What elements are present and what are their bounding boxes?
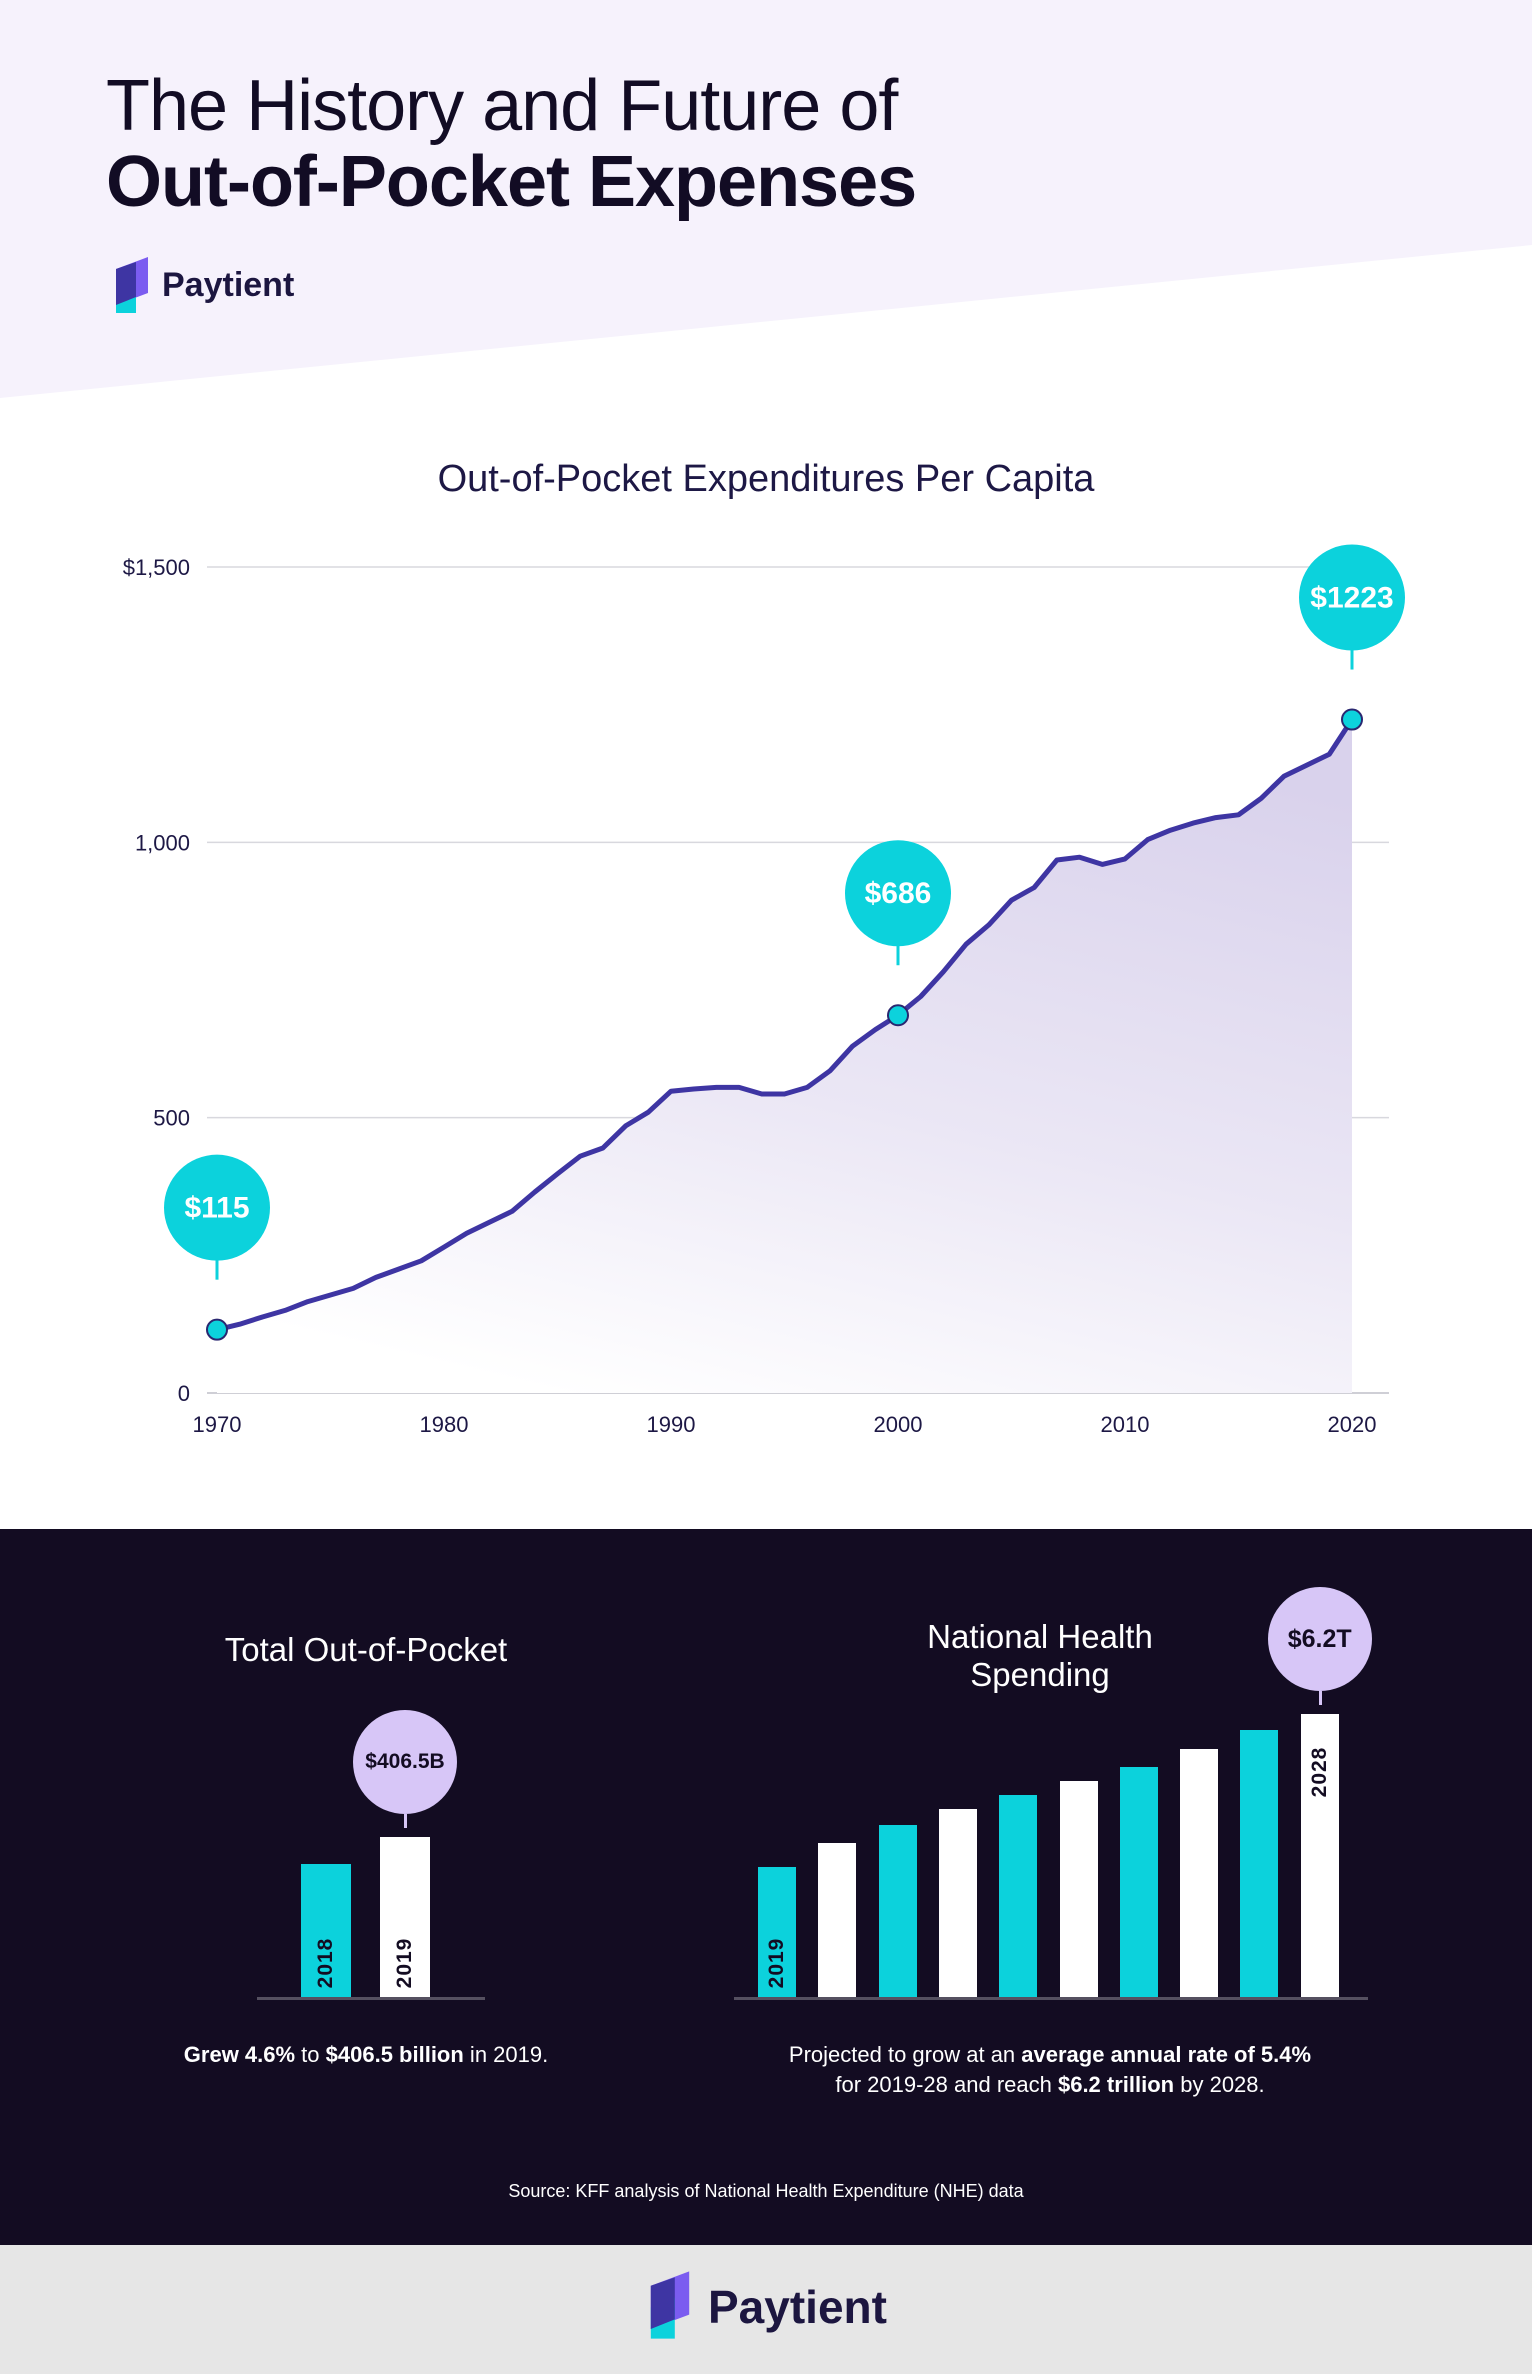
data-point — [1341, 708, 1363, 731]
bar-label: 2019 — [393, 1937, 416, 1989]
value-bubble: $6.2T — [1267, 1587, 1372, 1691]
paytient-logo-icon — [116, 257, 148, 313]
bar-label: 2028 — [1307, 1746, 1331, 1798]
annotation-bubble — [1299, 544, 1405, 651]
nhs-caption-line2: for 2019-28 and reach $6.2 trillion by 2… — [835, 2072, 1265, 2097]
bar-2019: 2019 — [758, 1866, 796, 1997]
footer-brand-name: Paytient — [708, 2281, 887, 2333]
x-tick-label: 1980 — [420, 1412, 469, 1437]
bar-2027 — [1240, 1729, 1279, 1997]
y-tick-label: $1,500 — [123, 555, 190, 580]
annotation-bubble — [164, 1154, 270, 1261]
bar-2021 — [878, 1824, 917, 1997]
nhs-bar-chart: 2019 2028 $6.2T — [734, 1587, 1372, 2000]
bar-2022 — [938, 1808, 977, 1997]
total-oop-bar-chart: 2018 2019 $406.5B — [257, 1600, 485, 2000]
x-tick-label: 2020 — [1328, 1412, 1377, 1437]
x-tick-label: 1970 — [193, 1412, 242, 1437]
nhs-title-line2: Spending — [970, 1656, 1110, 1693]
line-chart: 0 500 1,000 $1,500 1970 1980 1990 2000 2010 2020 $… — [123, 544, 1405, 1437]
footer — [0, 2245, 1532, 2374]
y-tick-label: 1,000 — [135, 830, 190, 855]
footer-logo-icon — [650, 2271, 690, 2339]
y-tick-label: 0 — [178, 1381, 190, 1406]
bar-2024 — [1059, 1780, 1098, 1997]
data-point — [206, 1318, 228, 1341]
bar-label: 2019 — [765, 1937, 788, 1989]
annotation-label: $115 — [184, 1192, 249, 1225]
x-tick-label: 2000 — [874, 1412, 923, 1437]
bubble-stem — [404, 1814, 407, 1828]
bar-label: 2018 — [314, 1937, 337, 1989]
bar-2020 — [818, 1842, 857, 1997]
bar-2025 — [1119, 1767, 1158, 1997]
bar-2026 — [1180, 1748, 1219, 1997]
nhs-title-line1: National Health — [927, 1618, 1153, 1655]
x-tick-label: 2010 — [1101, 1412, 1150, 1437]
bubble-stem — [1318, 1691, 1322, 1705]
annotation-label: $686 — [865, 877, 932, 910]
annotation-bubble — [845, 840, 951, 947]
page-title-line2: Out-of-Pocket Expenses — [106, 142, 917, 222]
nhs-caption-line1: Projected to grow at an average annual r… — [788, 2042, 1312, 2067]
brand-name: Paytient — [162, 266, 295, 304]
data-point — [887, 1004, 909, 1027]
x-tick-label: 1990 — [647, 1412, 696, 1437]
bar-2023 — [999, 1794, 1038, 1997]
bar-2019: 2019 — [380, 1837, 430, 1997]
header-background — [0, 0, 1532, 398]
line-chart-title: Out-of-Pocket Expenditures Per Capita — [437, 458, 1095, 500]
y-tick-label: 500 — [153, 1106, 190, 1131]
bar-2018: 2018 — [301, 1863, 351, 1997]
total-oop-caption: Grew 4.6% to $406.5 billion in 2019. — [183, 2042, 549, 2067]
annotation-label: $1223 — [1310, 582, 1393, 615]
bar-2028: 2028 — [1300, 1714, 1339, 1997]
page-title-line1: The History and Future of — [106, 66, 898, 146]
value-bubble: $406.5B — [353, 1710, 457, 1814]
total-oop-title: Total Out-of-Pocket — [224, 1631, 508, 1668]
area-fill — [217, 719, 1352, 1393]
source-note: Source: KFF analysis of National Health … — [508, 2181, 1024, 2201]
series-line — [216, 718, 1355, 1333]
